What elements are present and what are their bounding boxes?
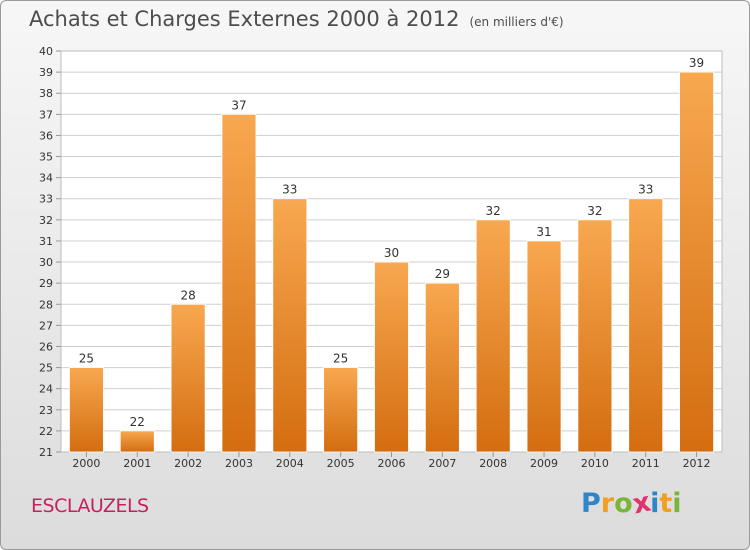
bar [119, 430, 155, 453]
y-tick-label: 29 [39, 277, 53, 290]
y-tick-label: 24 [39, 383, 53, 396]
data-label: 25 [333, 352, 348, 366]
bar [628, 198, 664, 453]
y-tick-label: 36 [39, 129, 53, 142]
data-label: 33 [282, 183, 297, 197]
logo-letter: r [600, 488, 615, 519]
data-label: 39 [689, 56, 704, 70]
y-tick-label: 25 [39, 362, 53, 375]
x-tick-label: 2012 [683, 457, 711, 470]
x-tick-label: 2001 [123, 457, 151, 470]
data-label: 31 [536, 225, 551, 239]
bar [221, 113, 257, 453]
x-tick-label: 2007 [428, 457, 456, 470]
y-tick-label: 27 [39, 319, 53, 332]
bar [69, 367, 104, 453]
x-tick-label: 2005 [327, 457, 355, 470]
x-tick-label: 2009 [530, 457, 558, 470]
x-tick-label: 2000 [72, 457, 100, 470]
bar [424, 282, 460, 453]
data-label: 28 [180, 288, 195, 302]
x-tick-label: 2003 [225, 457, 253, 470]
x-tick-label: 2002 [174, 457, 202, 470]
x-tick-label: 2010 [581, 457, 609, 470]
x-tick-label: 2011 [632, 457, 660, 470]
data-label: 29 [435, 267, 450, 281]
y-tick-label: 22 [39, 425, 53, 438]
y-tick-label: 21 [39, 446, 53, 459]
y-tick-label: 23 [39, 404, 53, 417]
data-label: 30 [384, 246, 399, 260]
data-label: 37 [231, 98, 246, 112]
y-tick-label: 34 [39, 172, 53, 185]
y-tick-label: 37 [39, 108, 53, 121]
x-tick-label: 2004 [276, 457, 304, 470]
bar [526, 240, 562, 453]
y-tick-label: 26 [39, 340, 53, 353]
bar [475, 219, 511, 453]
y-tick-label: 40 [39, 45, 53, 58]
bar [170, 303, 206, 453]
y-tick-label: 32 [39, 214, 53, 227]
y-tick-label: 30 [39, 256, 53, 269]
data-label: 25 [79, 352, 94, 366]
y-tick-label: 33 [39, 193, 53, 206]
logo-letter: o [614, 488, 633, 519]
y-tick-label: 28 [39, 298, 53, 311]
logo-letter: P [581, 488, 601, 519]
bar [272, 198, 308, 453]
chart-unit: (en milliers d'€) [469, 15, 564, 29]
data-label: 33 [638, 183, 653, 197]
data-label: 32 [587, 204, 602, 218]
y-tick-label: 31 [39, 235, 53, 248]
x-tick-label: 2008 [479, 457, 507, 470]
data-label: 32 [486, 204, 501, 218]
x-tick-label: 2006 [378, 457, 406, 470]
logo-letter: i [650, 488, 660, 519]
chart-title: Achats et Charges Externes 2000 à 2012 [29, 7, 460, 31]
bar [323, 367, 359, 453]
logo-letter: i [672, 488, 682, 519]
y-tick-label: 38 [39, 87, 53, 100]
bar [679, 71, 714, 453]
y-tick-label: 39 [39, 66, 53, 79]
location-name: ESCLAUZELS [31, 495, 149, 517]
bar [577, 219, 613, 453]
data-label: 22 [130, 415, 145, 429]
y-tick-label: 35 [39, 151, 53, 164]
logo-letter: t [659, 488, 673, 519]
bar [374, 261, 409, 453]
proxiti-logo: Proxiti [581, 487, 682, 521]
chart-title-block: Achats et Charges Externes 2000 à 2012 (e… [29, 7, 564, 31]
